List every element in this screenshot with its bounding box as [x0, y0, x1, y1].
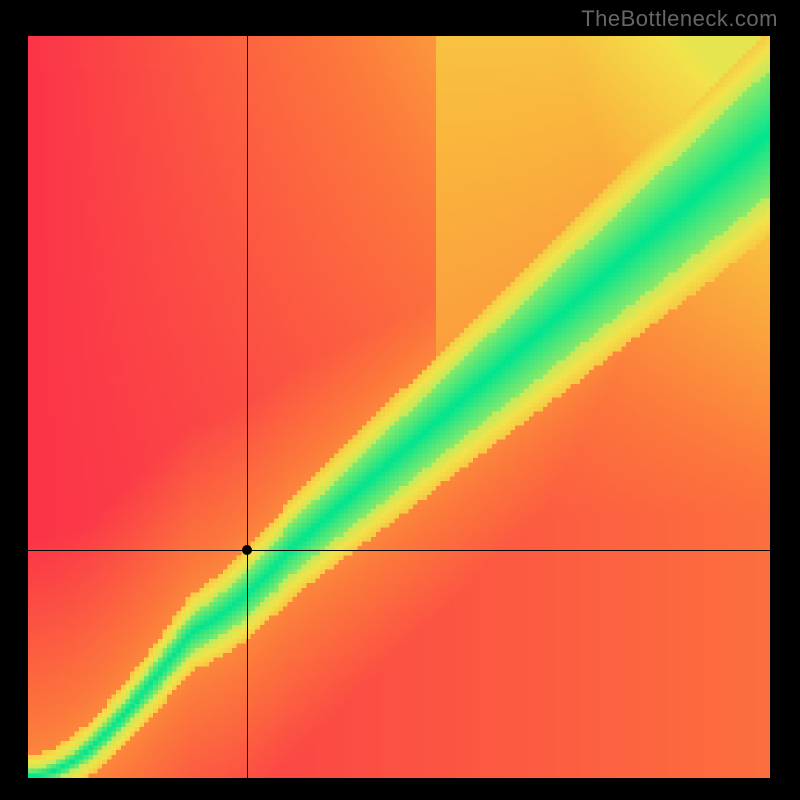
- watermark-text: TheBottleneck.com: [581, 6, 778, 32]
- heatmap-plot-area: [28, 36, 770, 778]
- crosshair-vertical: [247, 36, 248, 778]
- figure-root: TheBottleneck.com: [0, 0, 800, 800]
- marker-dot: [242, 545, 252, 555]
- heatmap-canvas: [28, 36, 770, 778]
- crosshair-horizontal: [28, 550, 770, 551]
